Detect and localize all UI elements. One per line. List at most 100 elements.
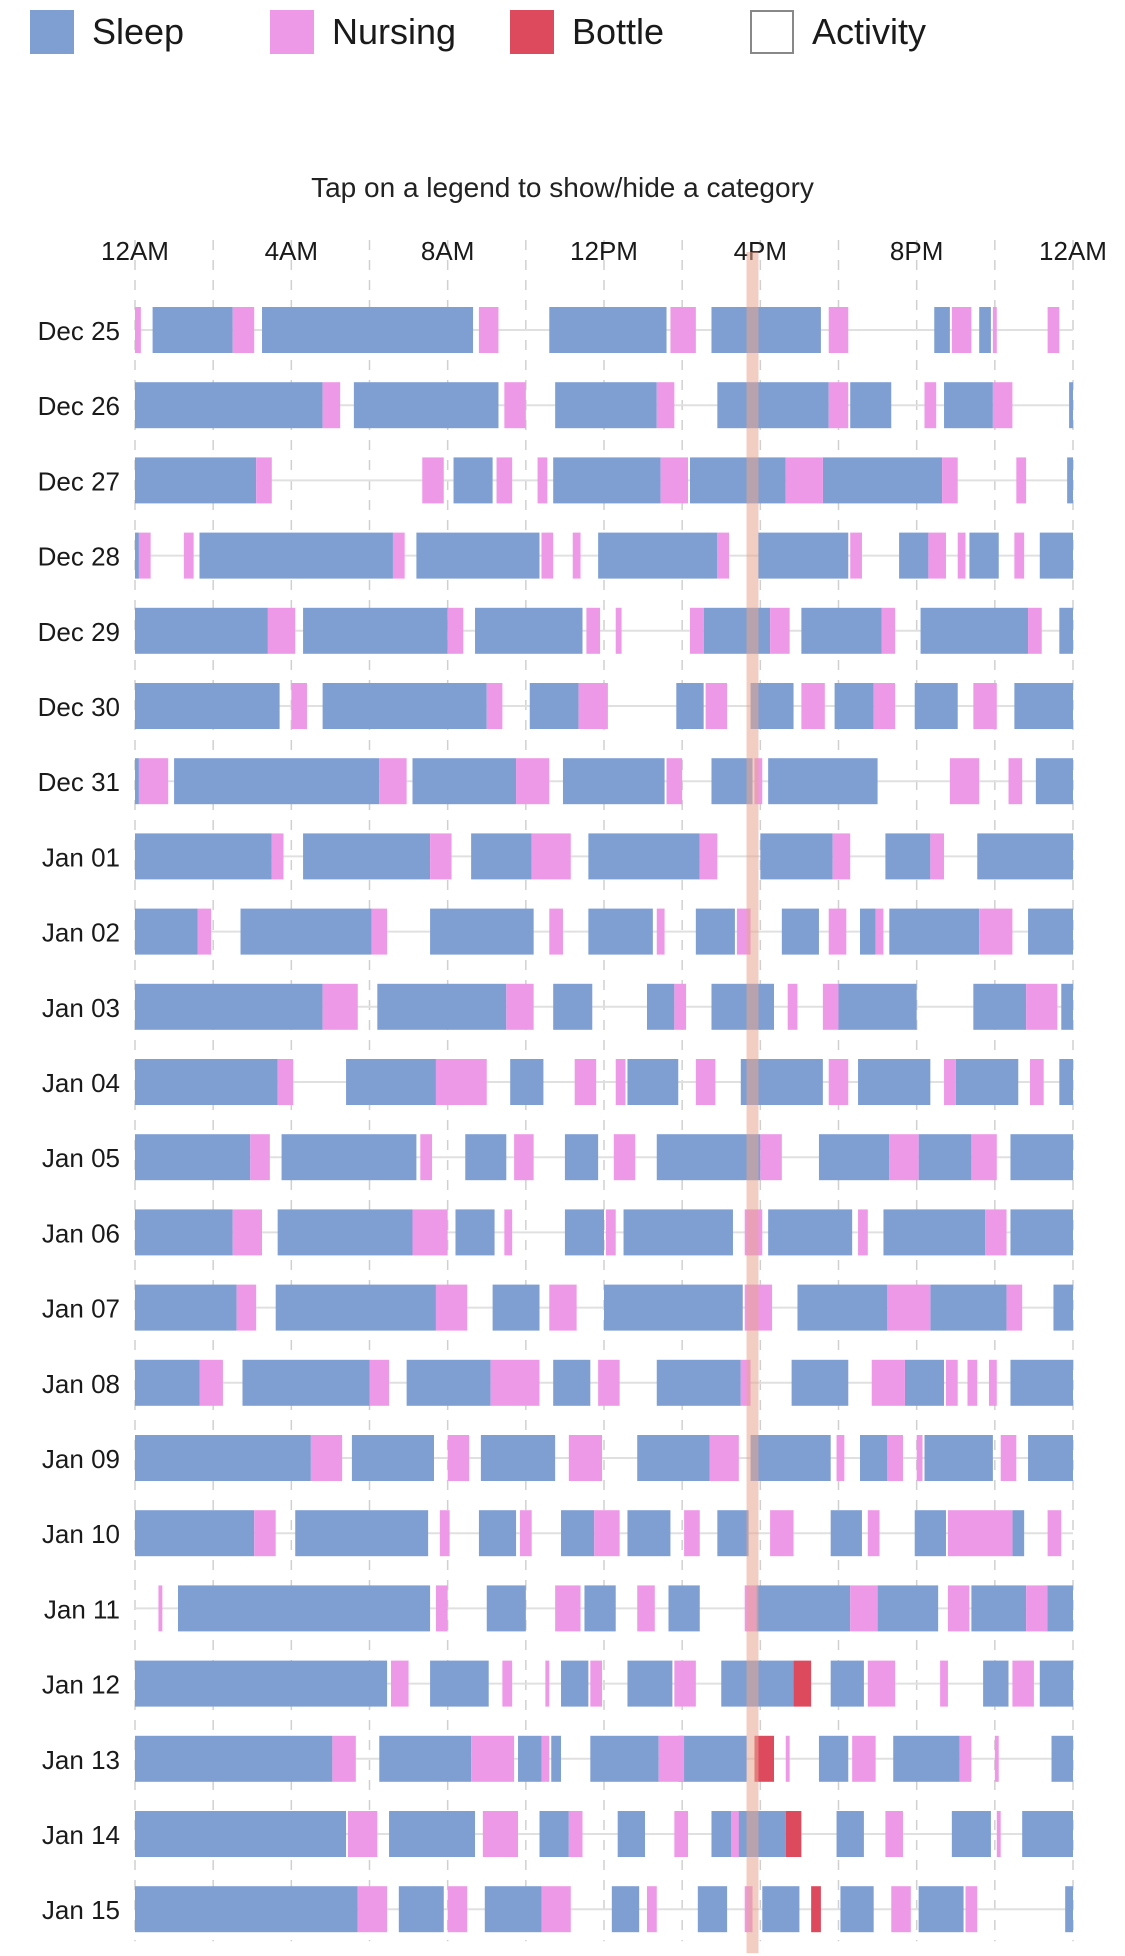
sleep-bar	[529, 683, 579, 729]
sleep-bar	[561, 1510, 595, 1557]
sleep-bar	[969, 532, 999, 579]
nursing-bar	[271, 833, 284, 880]
nursing-bar	[486, 683, 503, 729]
nursing-bar	[760, 1134, 782, 1181]
sleep-bar	[135, 833, 272, 880]
nursing-bar	[514, 1134, 534, 1181]
sleep-bar	[455, 1209, 495, 1256]
sleep-bar	[562, 758, 665, 805]
nursing-bar	[1014, 532, 1025, 579]
row-date-label: Dec 27	[38, 466, 120, 496]
sleep-bar	[627, 1059, 679, 1105]
sleep-bar	[351, 1435, 434, 1481]
legend-label-activity: Activity	[812, 11, 927, 52]
nursing-bar	[695, 1059, 716, 1105]
sleep-bar	[676, 683, 704, 729]
nursing-bar	[787, 983, 798, 1030]
nursing-bar	[836, 1435, 845, 1481]
sleep-bar	[1012, 1510, 1025, 1557]
sleep-bar	[627, 1660, 673, 1707]
sleep-bar	[1067, 457, 1073, 504]
nursing-bar	[379, 758, 407, 805]
nursing-bar	[496, 457, 513, 504]
nursing-bar	[574, 1059, 597, 1105]
nursing-bar	[822, 983, 839, 1030]
nursing-bar	[502, 1660, 513, 1707]
sleep-bar	[697, 1886, 728, 1933]
sleep-bar	[918, 1134, 972, 1181]
nursing-bar	[885, 1811, 903, 1857]
legend-item-sleep[interactable]: Sleep	[30, 8, 184, 56]
sleep-bar	[646, 983, 675, 1030]
nursing-bar	[852, 1735, 876, 1782]
sleep-bar	[918, 1886, 964, 1933]
sleep-bar	[135, 1359, 200, 1406]
nursing-bar	[256, 457, 272, 504]
sleep-bar	[859, 1435, 888, 1481]
x-tick-label: 12AM	[1039, 236, 1107, 266]
sleep-bar	[322, 683, 487, 729]
nursing-bar	[447, 607, 464, 654]
nursing-bar	[1016, 457, 1027, 504]
nursing-bar	[232, 1209, 263, 1256]
sleep-bar	[1045, 1585, 1073, 1632]
legend-label-bottle: Bottle	[572, 11, 665, 52]
nursing-bar	[658, 1735, 685, 1782]
nursing-bar	[731, 1811, 739, 1857]
nursing-bar	[578, 683, 608, 729]
nursing-bar	[832, 833, 851, 880]
nursing-bar	[537, 457, 548, 504]
nursing-bar	[740, 1359, 751, 1406]
sleep-bar	[174, 758, 380, 805]
nursing-bar	[994, 1735, 999, 1782]
nursing-bar	[949, 758, 980, 805]
nursing-bar	[430, 833, 452, 880]
sleep-bar	[689, 457, 786, 504]
nursing-bar	[138, 758, 169, 805]
legend-item-activity[interactable]: Activity	[750, 8, 926, 56]
row-date-label: Dec 30	[38, 692, 120, 722]
nursing-bar	[183, 532, 194, 579]
sleep-bar	[781, 908, 819, 955]
nursing-bar	[412, 1209, 448, 1256]
sleep-bar	[838, 983, 917, 1030]
sleep-bar	[555, 382, 657, 429]
legend-hint: Tap on a legend to show/hide a category	[311, 172, 814, 203]
legend-item-bottle[interactable]: Bottle	[510, 8, 664, 56]
sleep-bar	[1053, 1284, 1073, 1331]
nursing-bar	[850, 1585, 878, 1632]
sleep-bar	[1010, 1359, 1073, 1406]
nursing-bar	[875, 908, 884, 955]
sleep-bar	[836, 1811, 864, 1857]
nursing-bar	[371, 908, 388, 955]
nursing-bar	[250, 1134, 270, 1181]
legend-item-nursing[interactable]: Nursing	[270, 8, 456, 56]
sleep-bar	[944, 382, 993, 429]
sleep-bar	[695, 908, 735, 955]
nursing-bar	[828, 908, 847, 955]
sleep-bar	[1028, 908, 1073, 955]
sleep-bar	[465, 1134, 507, 1181]
nursing-bar	[770, 607, 790, 654]
row-date-label: Jan 04	[42, 1068, 120, 1098]
row-date-label: Jan 05	[42, 1143, 120, 1173]
sleep-bar	[416, 532, 540, 579]
nursing-bar	[889, 1134, 919, 1181]
nursing-bar	[590, 1660, 603, 1707]
sleep-bar	[135, 1284, 237, 1331]
nursing-bar	[959, 1735, 972, 1782]
sleep-bar	[791, 1359, 849, 1406]
sleep-bar	[899, 532, 929, 579]
nursing-bar	[1006, 1284, 1023, 1331]
nursing-bar	[1028, 607, 1042, 654]
nursing-bar	[873, 683, 896, 729]
nursing-bar	[369, 1359, 390, 1406]
nursing-bar	[924, 382, 937, 429]
sleep-bar	[262, 307, 474, 353]
row-date-label: Jan 15	[42, 1895, 120, 1925]
nursing-bar	[615, 1059, 626, 1105]
nursing-bar	[541, 1886, 571, 1933]
nursing-bar	[549, 1284, 577, 1331]
legend-swatch-nursing	[270, 10, 314, 54]
sleep-bar	[553, 983, 593, 1030]
